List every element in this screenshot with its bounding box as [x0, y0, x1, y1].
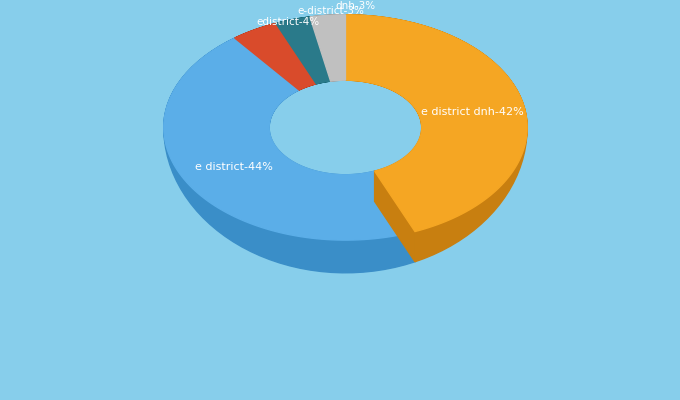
Text: e-district-3%: e-district-3% [298, 6, 364, 16]
Polygon shape [235, 24, 316, 90]
Polygon shape [164, 38, 415, 273]
Polygon shape [330, 80, 345, 81]
Polygon shape [310, 15, 345, 81]
Text: dnh-3%: dnh-3% [335, 2, 375, 12]
Text: edistrict-4%: edistrict-4% [256, 17, 320, 27]
Polygon shape [235, 24, 276, 38]
Polygon shape [345, 15, 527, 262]
Polygon shape [345, 80, 422, 201]
Text: e district dnh-42%: e district dnh-42% [421, 107, 524, 117]
Polygon shape [375, 171, 415, 262]
Polygon shape [269, 90, 375, 208]
Polygon shape [345, 15, 527, 232]
Polygon shape [164, 38, 415, 240]
Polygon shape [276, 17, 330, 84]
Polygon shape [276, 17, 310, 24]
Polygon shape [299, 84, 316, 90]
Polygon shape [316, 81, 330, 84]
Text: e district-44%: e district-44% [194, 162, 273, 172]
Polygon shape [310, 15, 345, 17]
Polygon shape [375, 171, 415, 262]
